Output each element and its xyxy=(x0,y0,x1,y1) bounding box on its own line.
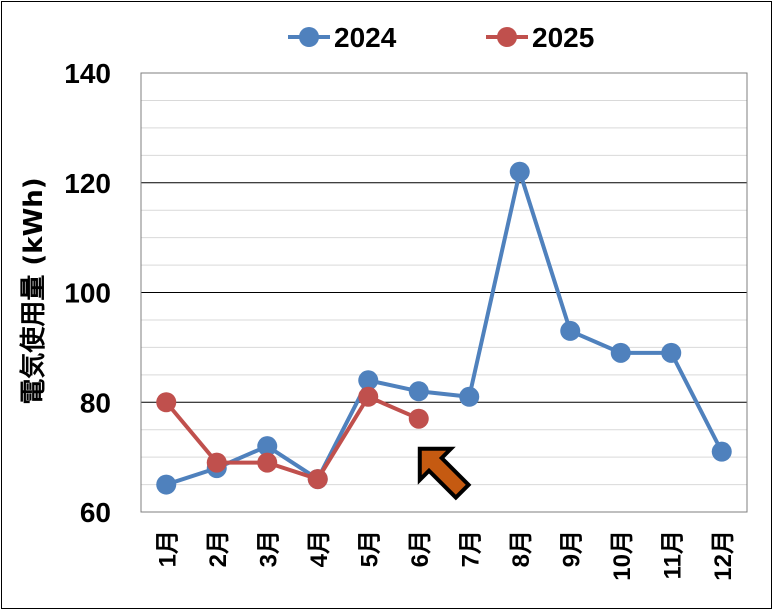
legend-label: 2025 xyxy=(532,22,594,53)
legend-marker xyxy=(299,27,319,47)
data-point xyxy=(509,161,530,182)
y-tick-label: 120 xyxy=(64,168,111,199)
series-2025 xyxy=(156,386,429,490)
y-tick-label: 140 xyxy=(64,58,111,89)
x-tick-label: 11月 xyxy=(659,530,686,579)
series-line xyxy=(164,394,420,482)
x-tick-label: 6月 xyxy=(407,530,434,567)
y-axis-ticks: 60 80 100 120 140 xyxy=(64,58,111,528)
legend: 2024 2025 xyxy=(288,22,594,53)
x-axis-ticks: 1月 2月 3月 4月 5月 6月 7月 8月 9月 10月 11月 12月 xyxy=(154,530,737,581)
series-line xyxy=(165,169,724,487)
data-point xyxy=(206,452,227,473)
data-point xyxy=(156,392,177,413)
data-point xyxy=(610,342,631,363)
series-layer xyxy=(156,161,732,495)
x-tick-label: 7月 xyxy=(457,530,484,567)
data-point xyxy=(459,386,480,407)
major-gridlines xyxy=(141,182,747,403)
x-tick-label: 5月 xyxy=(356,530,383,567)
x-tick-label: 10月 xyxy=(609,530,636,581)
x-tick-label: 2月 xyxy=(205,530,232,567)
data-point xyxy=(257,436,278,457)
data-point xyxy=(156,474,177,495)
y-tick-label: 100 xyxy=(64,278,111,309)
x-tick-label: 4月 xyxy=(306,530,333,567)
data-point xyxy=(358,370,379,391)
y-axis-label: 電気使用量 (kWh) xyxy=(18,177,49,404)
orange-arrow-annotation xyxy=(417,446,472,501)
data-point xyxy=(560,320,581,341)
y-tick-label: 60 xyxy=(80,497,111,528)
data-point xyxy=(307,469,328,490)
data-point xyxy=(358,386,379,407)
data-point xyxy=(661,342,682,363)
legend-marker xyxy=(497,27,517,47)
x-tick-label: 3月 xyxy=(255,530,282,567)
data-point xyxy=(257,452,278,473)
y-tick-label: 80 xyxy=(80,387,111,418)
x-tick-label: 1月 xyxy=(154,530,181,567)
data-point xyxy=(711,441,732,462)
series-2024 xyxy=(156,161,732,495)
legend-label: 2024 xyxy=(334,22,397,53)
x-tick-label: 8月 xyxy=(508,530,535,567)
x-tick-label: 9月 xyxy=(558,530,585,567)
data-point xyxy=(408,408,429,429)
legend-item-2025: 2025 xyxy=(486,22,594,53)
x-tick-label: 12月 xyxy=(710,530,737,581)
legend-item-2024: 2024 xyxy=(288,22,397,53)
arrow-icon xyxy=(417,446,472,501)
data-point xyxy=(408,381,429,402)
plot-area xyxy=(140,72,748,513)
